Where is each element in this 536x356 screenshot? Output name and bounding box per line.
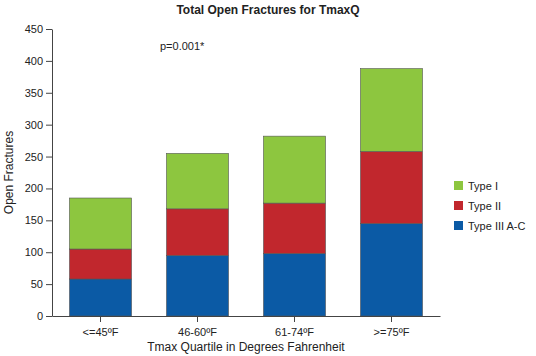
y-tick-label: 350 (25, 87, 43, 99)
x-tick-label: >=75ºF (374, 326, 410, 338)
x-tick: 46-60ºF (178, 316, 217, 338)
y-tick-label: 400 (25, 55, 43, 67)
y-tick: 450 (25, 23, 52, 35)
y-tick-label: 300 (25, 119, 43, 131)
y-tick: 300 (25, 119, 52, 131)
x-tick-label: 46-60ºF (178, 326, 217, 338)
y-tick-label: 250 (25, 151, 43, 163)
y-tick-mark (46, 252, 52, 253)
x-tick-mark (391, 316, 392, 322)
y-tick: 100 (25, 246, 52, 258)
legend-label: Type III A-C (468, 220, 526, 232)
y-tick-mark (46, 220, 52, 221)
plot: 0 50 100 150 200 250 300 350 400 450 <=45ºF 46-60ºF… (25, 23, 441, 338)
legend-label: Type II (468, 200, 501, 212)
bar-segment (263, 136, 325, 203)
y-tick-label: 450 (25, 23, 43, 35)
annotation: p=0.001* (160, 40, 205, 52)
bars (69, 69, 422, 316)
legend-swatch (454, 181, 463, 190)
x-tick: >=75ºF (374, 316, 410, 338)
y-tick-mark (46, 157, 52, 158)
bar-segment (360, 69, 422, 152)
x-axis-title: Tmax Quartile in Degrees Fahrenheit (147, 340, 345, 354)
bar-segment (360, 151, 422, 223)
x-axis: <=45ºF 46-60ºF 61-74ºF >=75ºF (53, 316, 441, 338)
bar-segment (166, 153, 228, 208)
y-axis-line (52, 30, 53, 317)
y-tick-mark (46, 61, 52, 62)
y-tick-label: 50 (31, 278, 43, 290)
series (69, 69, 422, 249)
bar-segment (166, 209, 228, 256)
bar-segment (360, 224, 422, 316)
bar-segment (263, 253, 325, 316)
y-tick-mark (46, 125, 52, 126)
y-tick-mark (46, 316, 52, 317)
legend-swatch (454, 201, 463, 210)
x-tick-label: 61-74ºF (275, 326, 314, 338)
legend: Type I Type II Type III A-C (454, 180, 526, 232)
bar-segment (263, 203, 325, 253)
y-tick-mark (46, 29, 52, 30)
x-tick-mark (197, 316, 198, 322)
legend-swatch (454, 221, 463, 230)
bar-segment (166, 255, 228, 316)
y-tick-mark (46, 188, 52, 189)
y-tick: 150 (25, 214, 52, 226)
x-tick: 61-74ºF (275, 316, 314, 338)
y-tick: 0 (37, 310, 52, 322)
y-tick: 50 (31, 278, 52, 290)
y-tick: 250 (25, 151, 52, 163)
bar-segment (69, 279, 131, 316)
x-tick-mark (100, 316, 101, 322)
y-tick-mark (46, 93, 52, 94)
y-tick-label: 100 (25, 246, 43, 258)
x-tick-mark (294, 316, 295, 322)
y-tick: 200 (25, 182, 52, 194)
y-axis: 0 50 100 150 200 250 300 350 400 450 (25, 23, 53, 322)
bar-segment (69, 249, 131, 279)
x-tick: <=45ºF (83, 316, 119, 338)
y-axis-title: Open Fractures (2, 131, 16, 214)
y-tick: 400 (25, 55, 52, 67)
y-tick-label: 200 (25, 182, 43, 194)
y-tick-mark (46, 284, 52, 285)
series (69, 151, 422, 279)
legend-label: Type I (468, 180, 498, 192)
bar-segment (69, 198, 131, 249)
title: Total Open Fractures for TmaxQ (176, 3, 359, 17)
x-tick-label: <=45ºF (83, 326, 119, 338)
y-tick-label: 0 (37, 310, 43, 322)
y-tick-label: 150 (25, 214, 43, 226)
chart: 0 50 100 150 200 250 300 350 400 450 <=45ºF 46-60ºF… (0, 0, 536, 356)
x-axis-line (53, 316, 441, 317)
y-tick: 350 (25, 87, 52, 99)
